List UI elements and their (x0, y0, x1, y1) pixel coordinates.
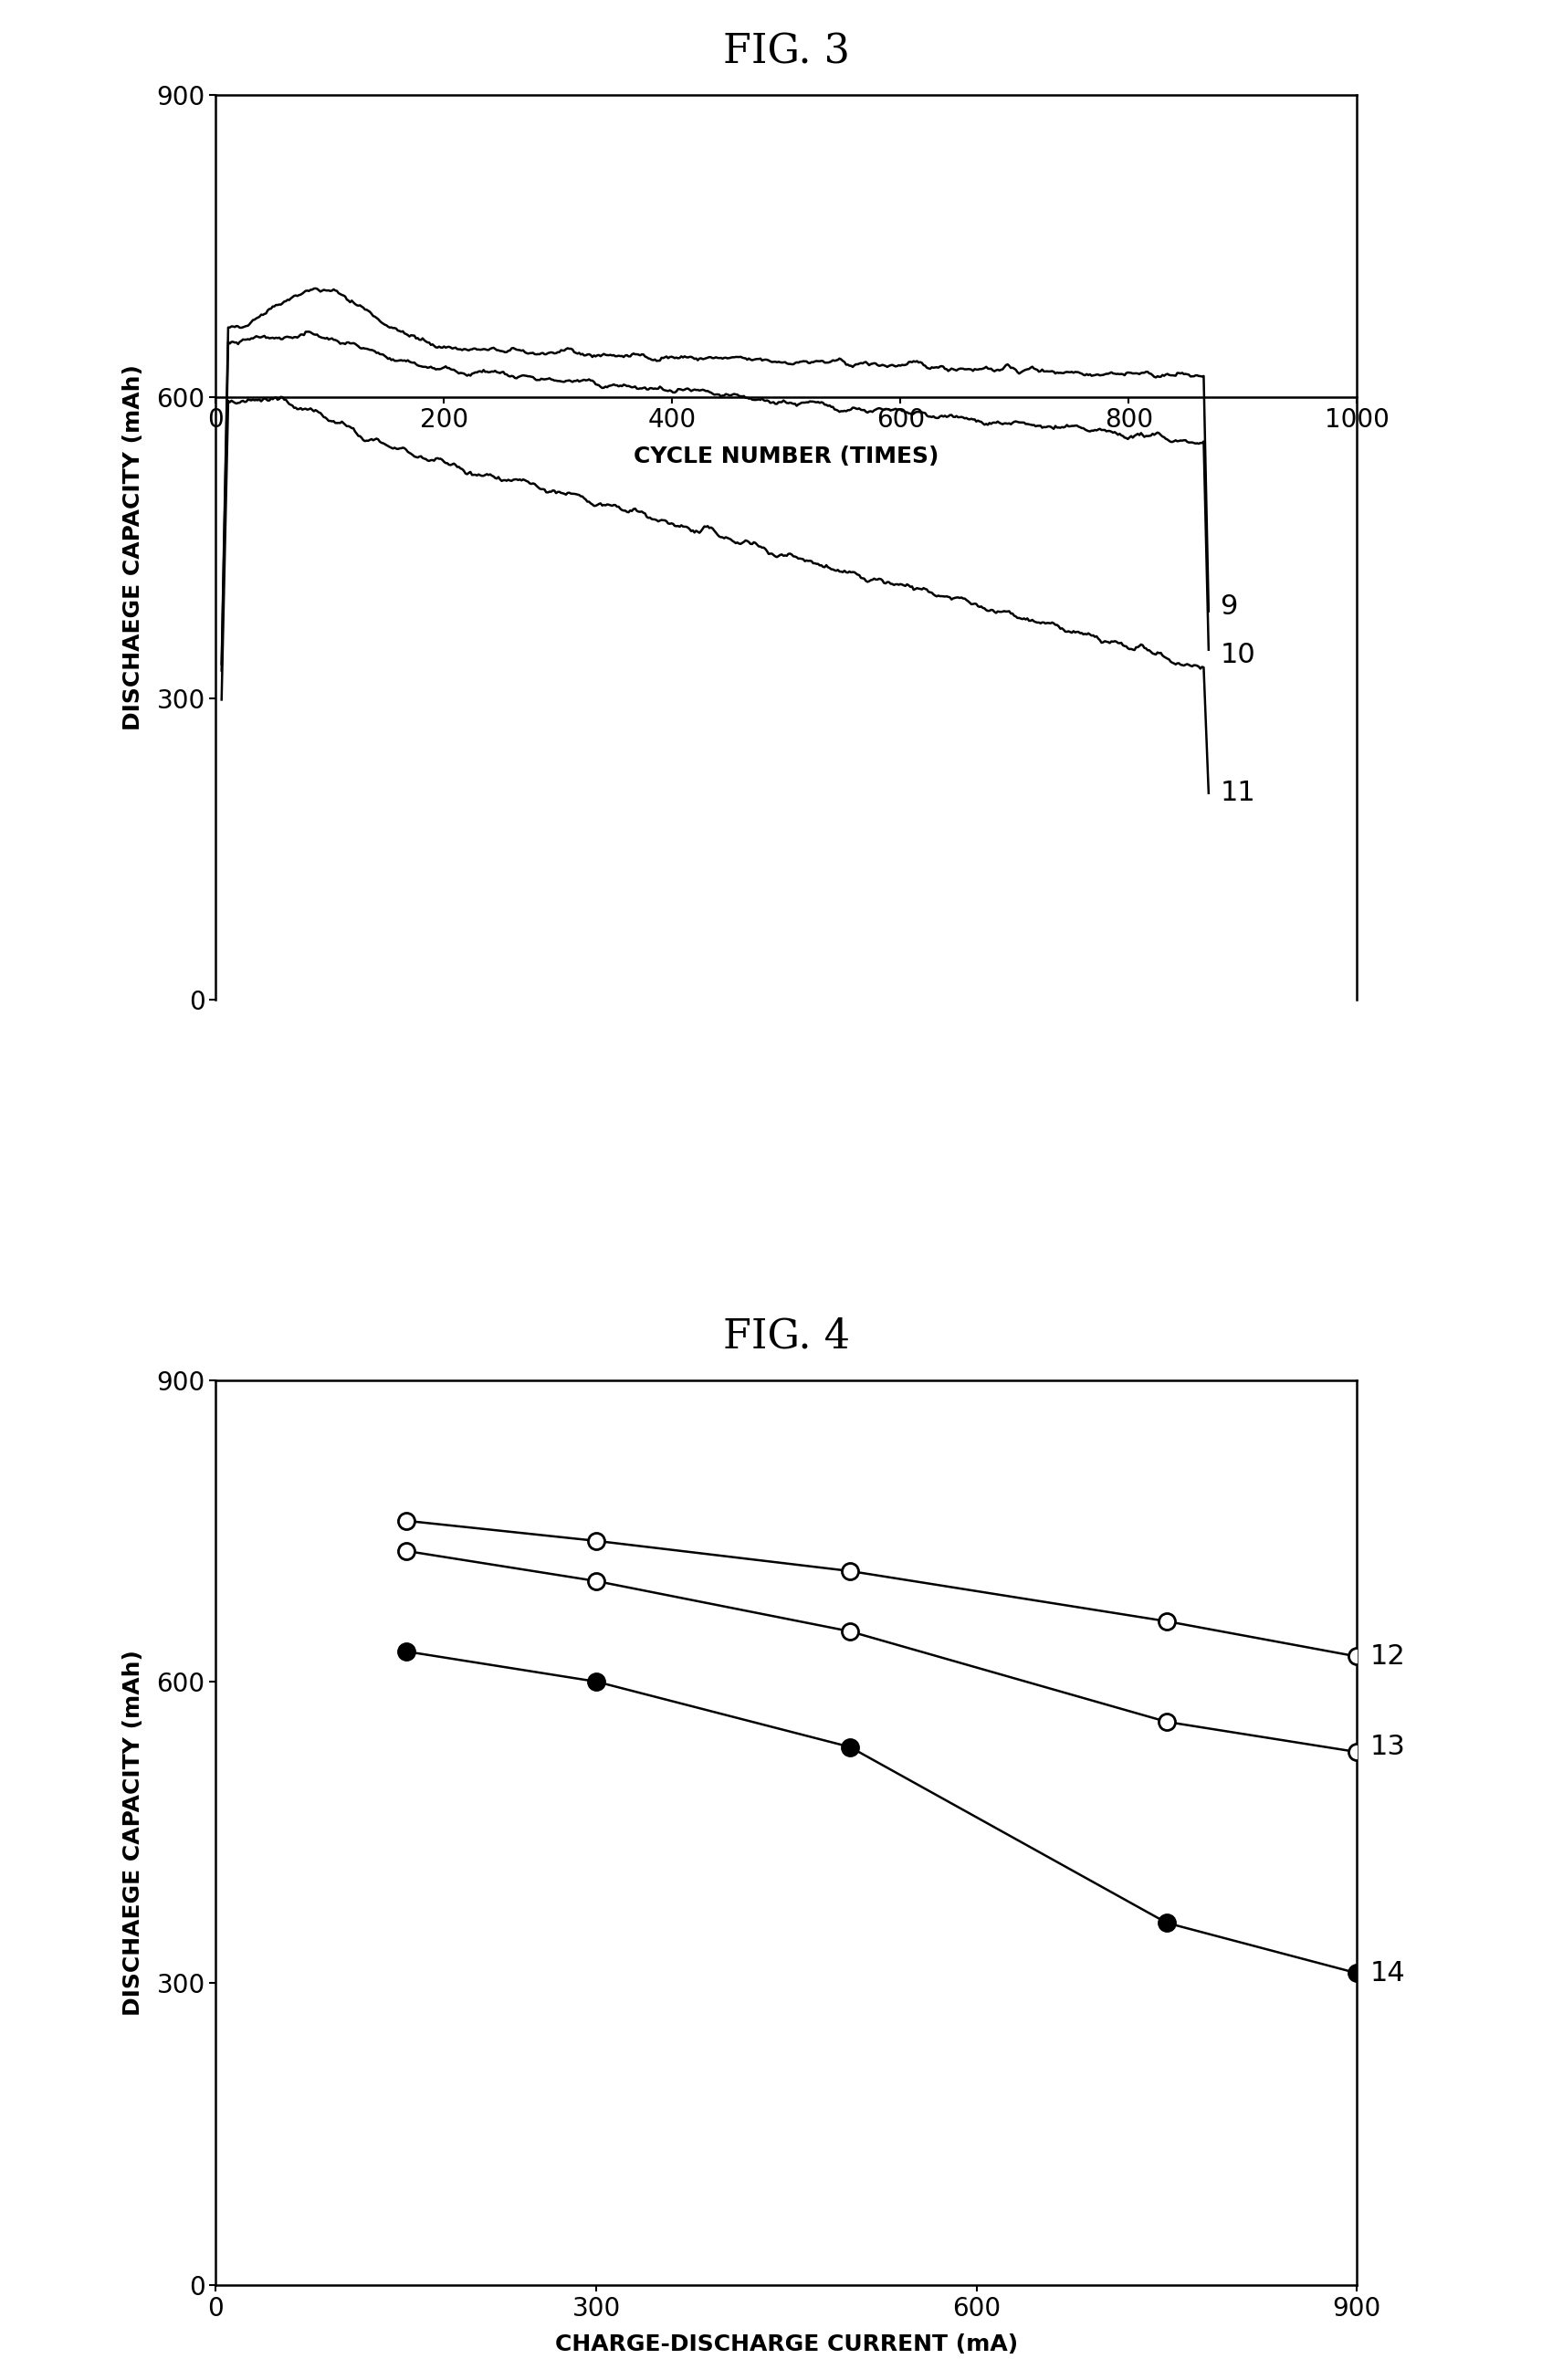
Y-axis label: DISCHAEGE CAPACITY (mAh): DISCHAEGE CAPACITY (mAh) (122, 1649, 143, 2016)
X-axis label: CHARGE-DISCHARGE CURRENT (mA): CHARGE-DISCHARGE CURRENT (mA) (555, 2335, 1018, 2356)
Y-axis label: DISCHAEGE CAPACITY (mAh): DISCHAEGE CAPACITY (mAh) (122, 364, 143, 731)
Text: 9: 9 (1220, 593, 1238, 619)
Text: 13: 13 (1369, 1733, 1405, 1761)
Text: 14: 14 (1369, 1959, 1405, 1987)
Text: 10: 10 (1220, 643, 1255, 669)
Title: FIG. 3: FIG. 3 (723, 33, 850, 71)
Text: 11: 11 (1220, 781, 1255, 807)
Title: FIG. 4: FIG. 4 (723, 1316, 850, 1357)
X-axis label: CYCLE NUMBER (TIMES): CYCLE NUMBER (TIMES) (634, 445, 939, 469)
Text: 12: 12 (1369, 1642, 1405, 1671)
